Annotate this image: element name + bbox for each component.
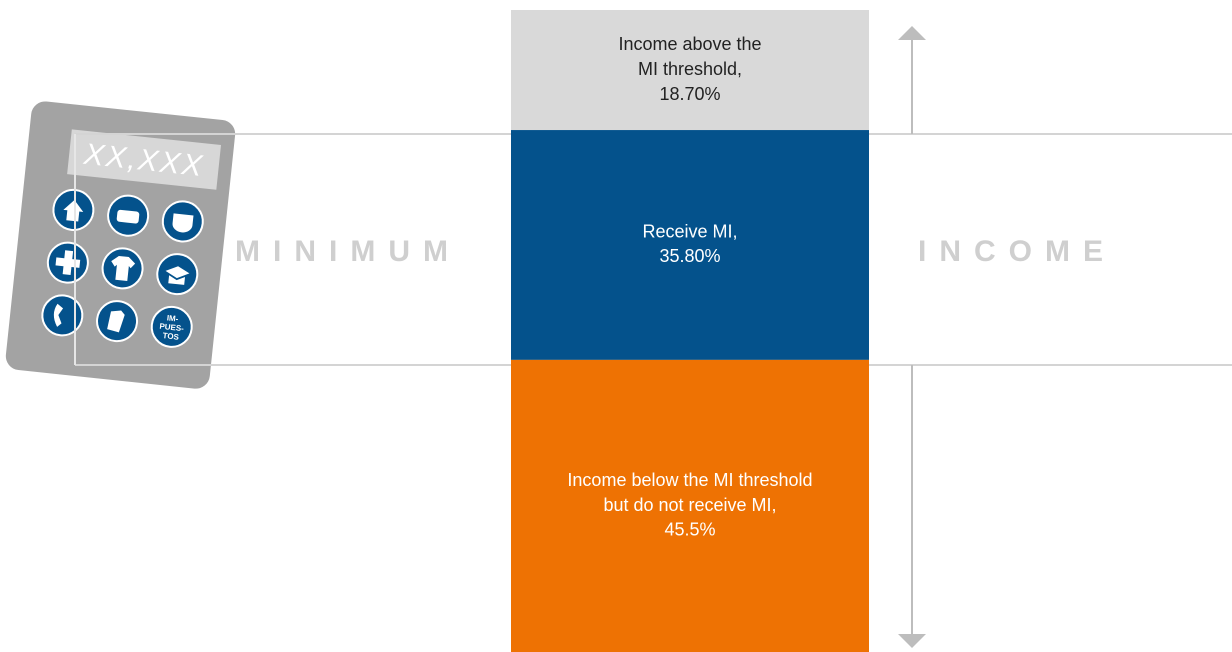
segment — [511, 130, 869, 360]
segment — [511, 10, 869, 131]
segment — [511, 359, 869, 652]
key-text: PUES- — [159, 322, 185, 334]
annotation: INCOME — [918, 235, 1116, 268]
arrow-head — [898, 26, 926, 40]
segment-label: Income above the MI threshold, — [618, 34, 761, 79]
arrow-head — [898, 634, 926, 648]
key-text: TOS — [162, 331, 180, 342]
segment-label: Income below the MI threshold but do not … — [567, 470, 812, 515]
value-label: 35.80% — [659, 246, 720, 266]
value-label: 45.5% — [664, 520, 715, 540]
annotation: MINIMUM — [235, 235, 461, 268]
segment-label: Receive MI, — [642, 221, 737, 241]
calculator: XX,XXX IM- PUES- TOS — [5, 101, 236, 389]
calculator-display — [67, 129, 222, 190]
value-label: 18.70% — [659, 84, 720, 104]
key-icons — [53, 199, 194, 333]
key-text: IM- — [166, 313, 179, 323]
